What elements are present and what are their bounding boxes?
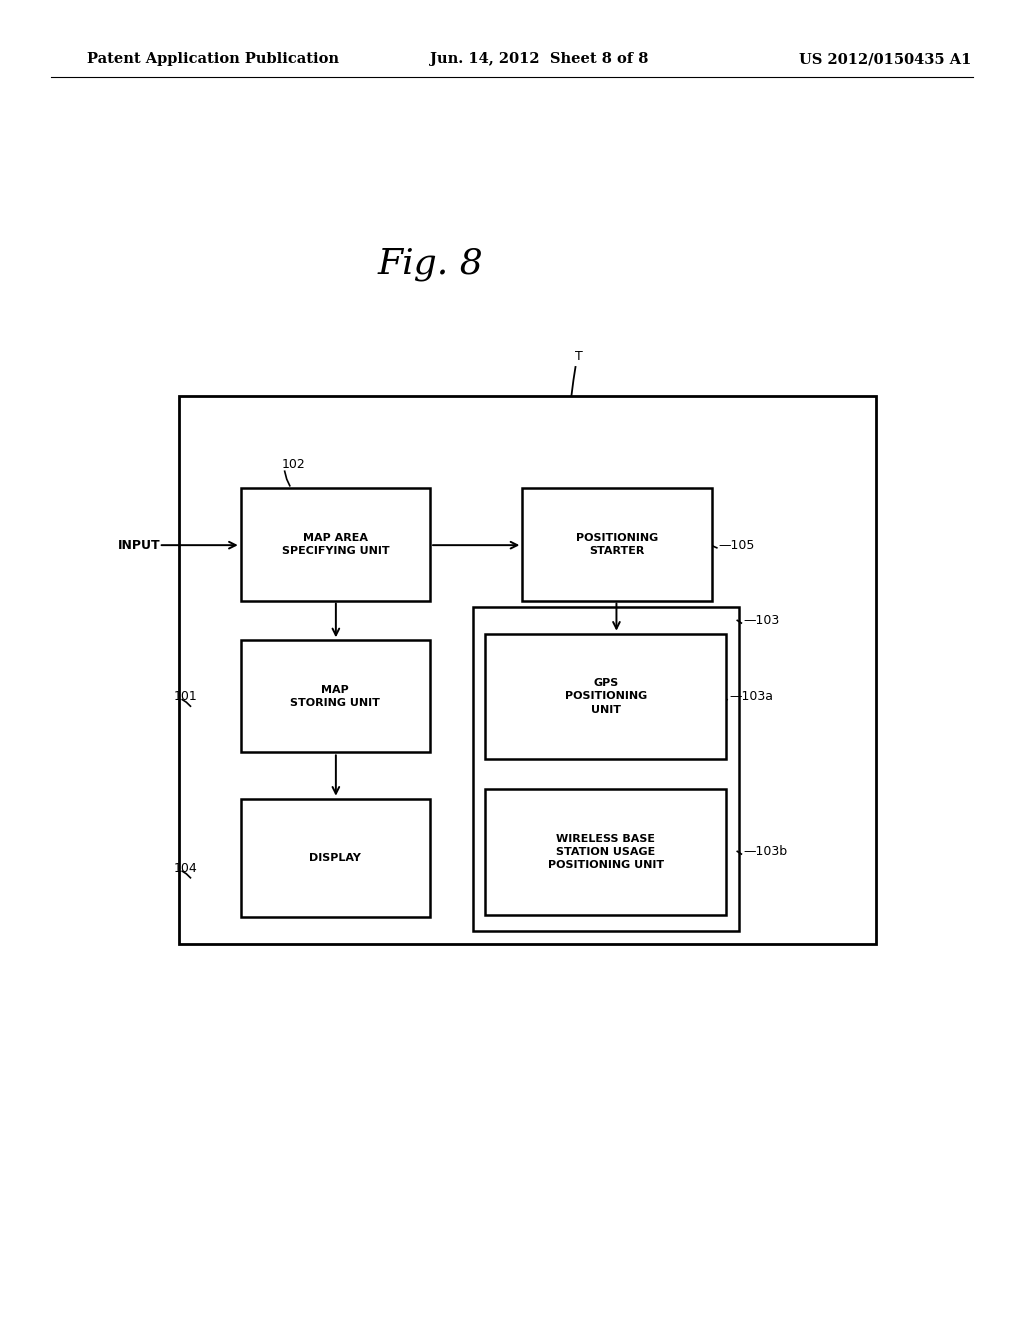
Text: —105: —105: [719, 539, 756, 552]
Text: —103b: —103b: [743, 845, 787, 858]
Text: 101: 101: [174, 690, 198, 704]
Text: MAP
STORING UNIT: MAP STORING UNIT: [291, 685, 380, 708]
Text: T: T: [574, 350, 583, 363]
Text: —103a: —103a: [729, 690, 773, 704]
Bar: [241, 640, 430, 752]
Bar: [241, 799, 430, 917]
Text: US 2012/0150435 A1: US 2012/0150435 A1: [799, 53, 971, 66]
Text: POSITIONING
STARTER: POSITIONING STARTER: [575, 533, 658, 556]
Text: 104: 104: [174, 862, 198, 875]
Text: Jun. 14, 2012  Sheet 8 of 8: Jun. 14, 2012 Sheet 8 of 8: [430, 53, 648, 66]
Text: MAP AREA
SPECIFYING UNIT: MAP AREA SPECIFYING UNIT: [282, 533, 389, 556]
Bar: [473, 607, 739, 931]
Text: Fig. 8: Fig. 8: [377, 247, 483, 281]
Text: GPS
POSITIONING
UNIT: GPS POSITIONING UNIT: [564, 678, 647, 714]
Text: Patent Application Publication: Patent Application Publication: [87, 53, 339, 66]
Text: INPUT: INPUT: [118, 539, 161, 552]
Bar: [522, 488, 712, 601]
Text: WIRELESS BASE
STATION USAGE
POSITIONING UNIT: WIRELESS BASE STATION USAGE POSITIONING …: [548, 834, 664, 870]
Text: DISPLAY: DISPLAY: [309, 853, 361, 863]
Text: 102: 102: [282, 458, 305, 471]
Bar: [241, 488, 430, 601]
Bar: [179, 396, 876, 944]
Bar: [485, 634, 726, 759]
Bar: [485, 789, 726, 915]
Text: —103: —103: [743, 614, 779, 627]
